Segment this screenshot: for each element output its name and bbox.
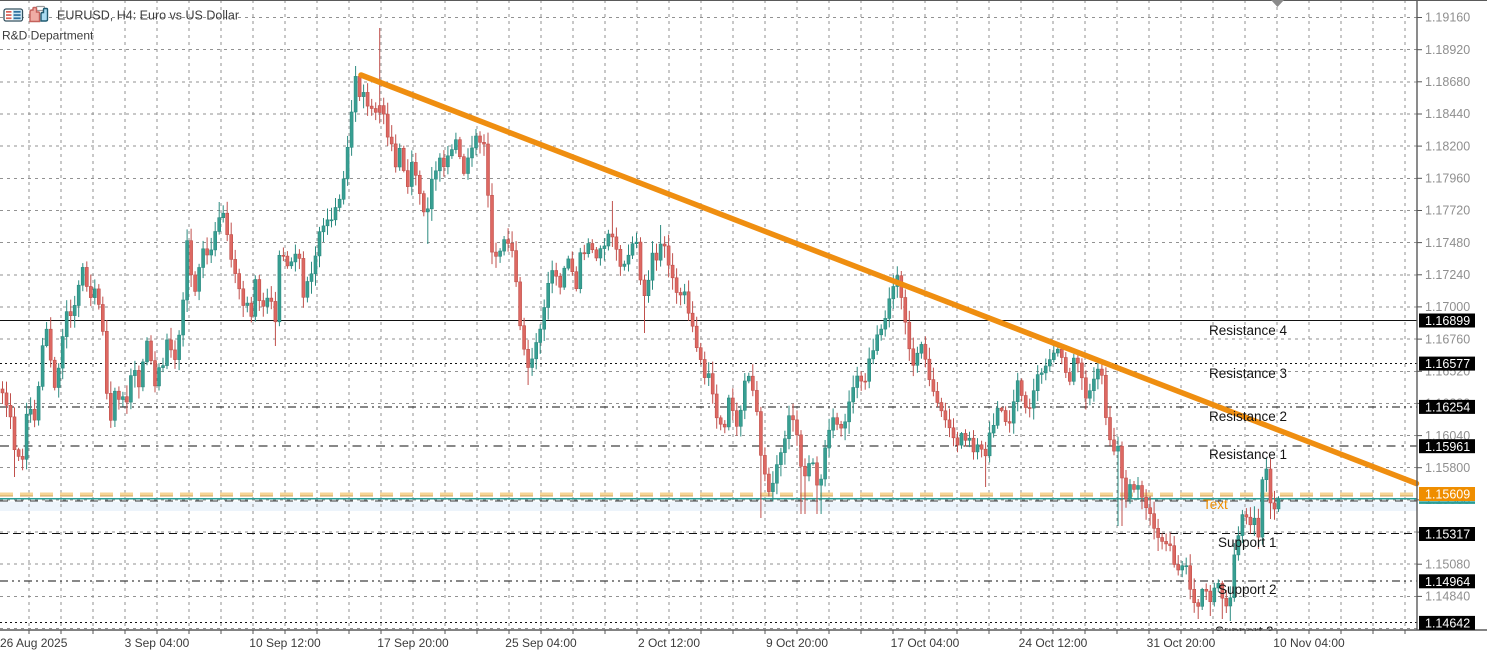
svg-text:1.17480: 1.17480 [1425,236,1470,250]
svg-text:26 Aug 2025: 26 Aug 2025 [0,636,68,650]
svg-text:1.17720: 1.17720 [1425,204,1470,218]
svg-text:1.15961: 1.15961 [1425,440,1470,454]
svg-text:Resistance 3: Resistance 3 [1209,366,1287,381]
svg-text:1.15800: 1.15800 [1425,461,1470,475]
svg-text:1.15080: 1.15080 [1425,557,1470,571]
svg-text:17 Oct 04:00: 17 Oct 04:00 [891,636,960,650]
svg-text:1.17960: 1.17960 [1425,172,1470,186]
svg-text:1.18680: 1.18680 [1425,75,1470,89]
svg-text:1.18920: 1.18920 [1425,43,1470,57]
svg-text:10 Sep 12:00: 10 Sep 12:00 [249,636,321,650]
svg-text:1.16577: 1.16577 [1425,357,1470,371]
svg-text:Resistance 4: Resistance 4 [1209,323,1288,338]
svg-text:1.14642: 1.14642 [1425,617,1470,631]
svg-text:25 Sep 04:00: 25 Sep 04:00 [505,636,577,650]
svg-text:Resistance 2: Resistance 2 [1209,409,1287,424]
svg-text:1.14964: 1.14964 [1425,575,1470,589]
svg-text:1.15609: 1.15609 [1425,488,1470,502]
svg-text:R&D Department: R&D Department [2,29,94,43]
svg-text:9 Oct 20:00: 9 Oct 20:00 [766,636,828,650]
svg-text:Support 3: Support 3 [1215,624,1274,639]
svg-text:1.18200: 1.18200 [1425,139,1470,153]
svg-text:1.16899: 1.16899 [1425,314,1470,328]
svg-text:24 Oct 12:00: 24 Oct 12:00 [1019,636,1088,650]
svg-text:1.17240: 1.17240 [1425,268,1470,282]
svg-text:1.14840: 1.14840 [1425,590,1470,604]
svg-text:1.19160: 1.19160 [1425,11,1470,25]
svg-text:3 Sep 04:00: 3 Sep 04:00 [125,636,190,650]
svg-text:1.16760: 1.16760 [1425,332,1470,346]
svg-text:EURUSD, H4: Euro vs US Dollar: EURUSD, H4: Euro vs US Dollar [57,9,239,23]
svg-text:10 Nov 04:00: 10 Nov 04:00 [1273,636,1345,650]
svg-text:1.17000: 1.17000 [1425,300,1470,314]
svg-text:1.16254: 1.16254 [1425,401,1470,415]
svg-text:1.18440: 1.18440 [1425,107,1470,121]
svg-text:Text: Text [1203,497,1228,512]
svg-text:17 Sep 20:00: 17 Sep 20:00 [377,636,449,650]
svg-text:Support 1: Support 1 [1218,535,1277,550]
svg-text:1.15317: 1.15317 [1425,528,1470,542]
svg-text:Resistance 1: Resistance 1 [1209,447,1287,462]
svg-text:31 Oct 20:00: 31 Oct 20:00 [1147,636,1216,650]
svg-text:2 Oct 12:00: 2 Oct 12:00 [638,636,700,650]
svg-text:Support 2: Support 2 [1218,582,1277,597]
